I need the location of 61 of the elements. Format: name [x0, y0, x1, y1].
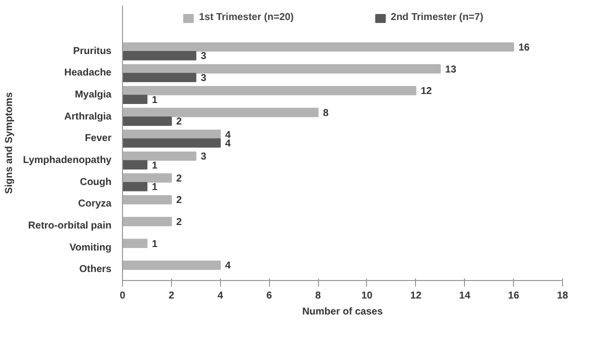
data-label: 4 — [225, 260, 232, 272]
legend-label: 1st Trimester (n=20) — [199, 12, 294, 23]
legend-label: 2nd Trimester (n=7) — [390, 12, 484, 23]
data-label: 13 — [445, 64, 457, 76]
x-tick-label: 8 — [315, 290, 322, 302]
bar — [122, 86, 416, 96]
data-label: 3 — [200, 152, 207, 163]
y-tick-label: Fever — [84, 133, 112, 144]
y-tick-label: Arthralgia — [64, 111, 112, 122]
y-tick-label: Vomiting — [69, 242, 112, 254]
bar — [122, 51, 196, 60]
bar — [122, 108, 319, 118]
x-tick-label: 12 — [410, 290, 422, 302]
x-tick-label: 4 — [217, 290, 224, 302]
data-label: 4 — [225, 138, 232, 150]
bar — [122, 64, 441, 74]
y-tick-label: Myalgia — [74, 89, 112, 100]
data-label: 2 — [176, 195, 182, 206]
bar — [122, 238, 148, 248]
data-label: 12 — [420, 86, 432, 98]
data-label: 1 — [152, 160, 158, 172]
x-tick-label: 14 — [459, 290, 471, 302]
y-tick-label: Cough — [80, 176, 112, 188]
x-tick-label: 2 — [168, 290, 175, 302]
bar — [122, 42, 514, 52]
data-label: 2 — [176, 217, 182, 228]
y-tick-label: Retro-orbital pain — [28, 220, 112, 232]
data-label: 3 — [200, 51, 207, 62]
bar — [122, 160, 148, 170]
y-tick-label: Others — [79, 264, 112, 276]
bar — [122, 260, 221, 270]
bar — [122, 151, 196, 161]
bar — [122, 182, 148, 192]
data-label: 1 — [152, 182, 158, 194]
x-tick-label: 16 — [508, 290, 520, 302]
bar — [122, 72, 196, 82]
data-label: 3 — [200, 73, 207, 84]
data-label: 8 — [322, 108, 329, 119]
y-tick-label: Lymphadenopathy — [22, 154, 112, 166]
y-axis-title: Signs and Symptoms — [4, 92, 15, 194]
x-tick-label: 0 — [120, 290, 126, 302]
x-tick-label: 18 — [556, 290, 568, 302]
y-tick-label: Coryza — [78, 198, 112, 210]
data-label: 16 — [518, 42, 530, 54]
data-label: 1 — [152, 238, 158, 250]
bar — [122, 138, 221, 148]
data-label: 2 — [176, 116, 182, 128]
x-axis-title: Number of cases — [302, 306, 384, 318]
y-tick-label: Pruritus — [73, 46, 112, 57]
x-tick-label: 6 — [266, 290, 272, 302]
bar — [122, 195, 172, 204]
data-label: 4 — [225, 130, 232, 141]
data-label: 1 — [152, 94, 158, 106]
bar — [122, 94, 148, 104]
bar — [122, 216, 172, 226]
y-tick-label: Headache — [64, 68, 112, 79]
data-label: 2 — [176, 173, 182, 184]
x-tick-label: 10 — [361, 290, 373, 302]
bar — [122, 116, 172, 126]
bar — [122, 173, 172, 183]
bar — [122, 130, 221, 139]
